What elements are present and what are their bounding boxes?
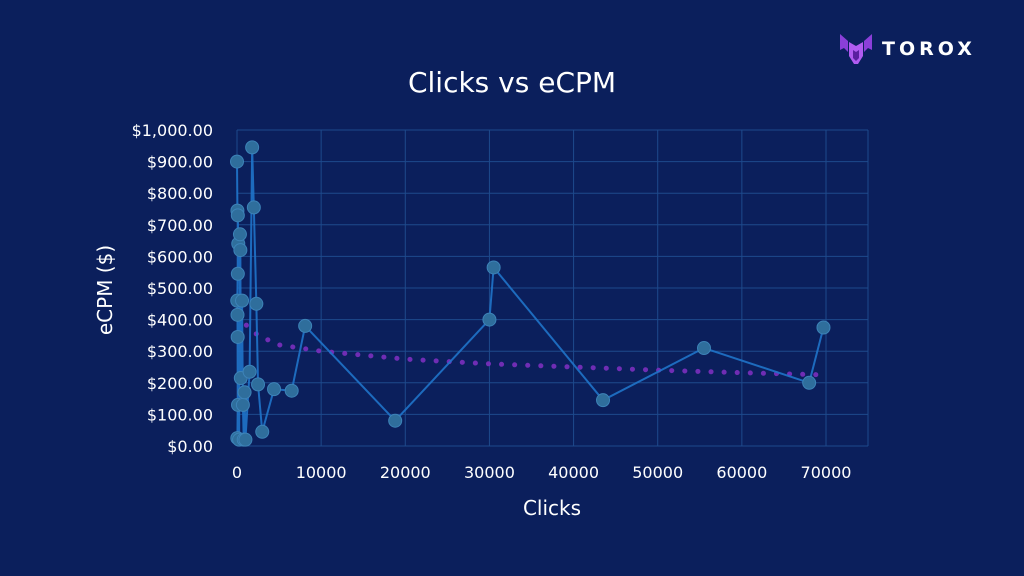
x-tick-label: 70000 [801,463,852,482]
data-point [232,227,247,242]
y-tick-label: $1,000.00 [132,121,213,140]
series-line [236,146,825,441]
data-point [245,140,260,155]
data-point [230,329,245,344]
data-point [230,154,244,169]
data-point [802,375,817,390]
x-tick-label: 20000 [380,463,431,482]
data-point [696,341,711,356]
data-point [237,385,252,400]
x-tick-label: 0 [232,463,242,482]
data-point [486,260,501,275]
data-point [238,432,253,447]
data-point [388,413,403,428]
brand-logo: TOROX [838,32,976,66]
x-tick-label: 10000 [296,463,347,482]
data-series [230,140,831,447]
y-tick-label: $0.00 [167,437,213,456]
data-point [596,393,611,408]
y-tick-label: $100.00 [147,405,213,424]
y-axis-label: eCPM ($) [93,245,117,335]
y-tick-label: $300.00 [147,342,213,361]
y-tick-label: $200.00 [147,374,213,393]
y-tick-label: $900.00 [147,153,213,172]
x-tick-label: 50000 [632,463,683,482]
data-point [235,397,250,412]
y-tick-label: $400.00 [147,311,213,330]
chart-title: Clicks vs eCPM [407,66,617,99]
data-point [482,312,497,327]
data-point [230,307,245,322]
y-tick-label: $600.00 [147,247,213,266]
y-tick-label: $500.00 [147,279,213,298]
x-axis-ticks: 0 10000 20000 30000 40000 50000 60000 70000 [232,463,852,482]
data-point [233,243,248,258]
data-point [235,293,250,308]
trendline [238,310,829,378]
y-tick-label: $700.00 [147,216,213,235]
data-point [230,208,245,223]
x-tick-label: 30000 [464,463,515,482]
data-point [816,320,831,335]
trendline-path [238,310,829,378]
data-point [267,382,282,397]
data-point [230,266,245,281]
data-point [284,383,299,398]
data-point [242,364,257,379]
data-point [249,296,264,311]
y-axis-ticks: $0.00 $100.00 $200.00 $300.00 $400.00 $500.00… [132,121,213,456]
x-tick-label: 60000 [716,463,767,482]
brand-name: TOROX [882,38,976,60]
data-point [255,424,270,439]
x-axis-label: Clicks [523,496,581,520]
torox-logo-icon [840,34,872,64]
data-point [246,200,261,215]
data-point [298,318,313,333]
x-tick-label: 40000 [548,463,599,482]
data-point [251,377,266,392]
chart-grid [236,129,869,447]
y-tick-label: $800.00 [147,184,213,203]
